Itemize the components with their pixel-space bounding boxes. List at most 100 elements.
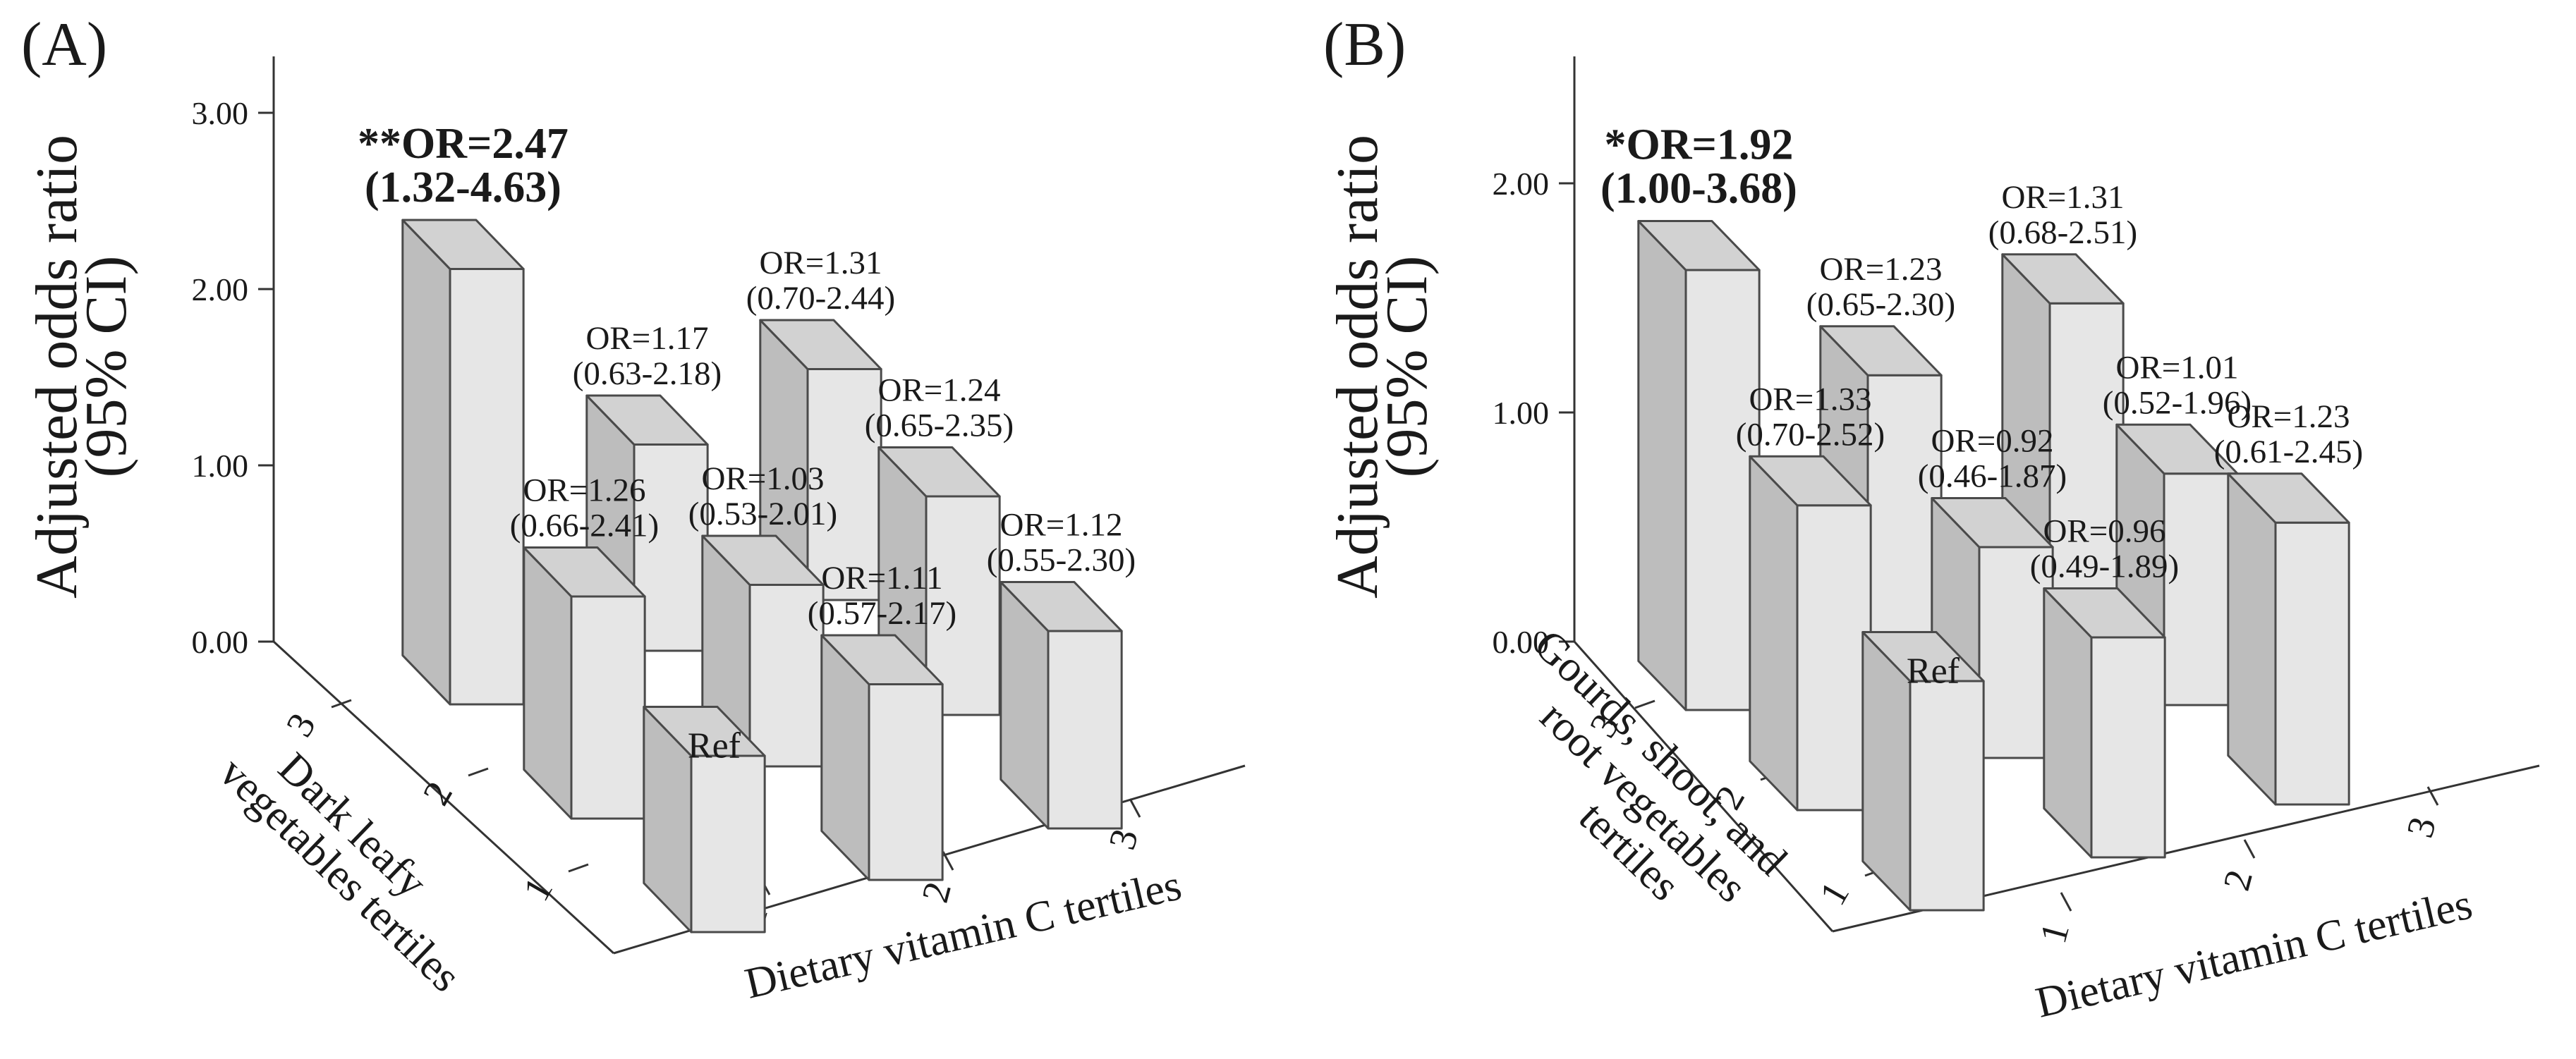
x-tick-label: 2 (913, 878, 959, 907)
bar-1-1 (1861, 631, 1985, 912)
bar-data-label-or: OR=1.26 (523, 472, 645, 509)
bar-data-label-or: OR=1.24 (877, 372, 1000, 409)
bar-3-1 (401, 219, 525, 706)
panel-b-chart: (B) Adjusted odds ratio(95% CI) 0.00 1.00 2.… (1323, 11, 2540, 1027)
bar-top-face (2227, 472, 2350, 524)
depth-tick-label: 2 (415, 774, 461, 812)
depth-tick-mark (468, 767, 489, 777)
depth-axis-line (272, 640, 615, 955)
bar-front-face (2274, 521, 2350, 806)
x-tick-label: 2 (2215, 866, 2261, 895)
value-tick-label: 0.00 (192, 624, 249, 660)
x-tick-mark (1129, 798, 1141, 818)
x-axis-title: Dietary vitamin C tertiles (741, 861, 1186, 1008)
bar-top-face (2001, 253, 2125, 305)
y-axis-title-line1: Adjusted odds ratio (24, 135, 90, 599)
x-axis-title: Dietary vitamin C tertiles (2031, 880, 2477, 1027)
bar-data-label-ci: (0.70-2.52) (1736, 416, 1885, 453)
bar-top-face (523, 546, 646, 598)
bar-top-face (701, 534, 825, 586)
depth-tick-mark (568, 863, 589, 873)
bar-data-label-ci: (0.52-1.96) (2103, 384, 2252, 421)
bar-data-label-or: OR=1.23 (1819, 251, 1942, 288)
value-tick-label: 2.00 (1493, 166, 1550, 202)
bar-front-face (1796, 504, 1872, 812)
bar-3-1 (1637, 220, 1761, 711)
x-tick-label: 3 (2398, 813, 2444, 843)
value-tick-label: 2.00 (192, 271, 249, 307)
bar-front-face (1684, 269, 1761, 711)
bar-data-label-ci: (0.46-1.87) (1918, 458, 2067, 495)
bar-data-label-or: OR=1.11 (821, 560, 942, 596)
depth-axis-line (1573, 641, 1834, 932)
bar-data-label-ci: (0.57-2.17) (808, 595, 956, 632)
bar-top-face (1931, 497, 2054, 549)
bar-side-face (401, 219, 451, 706)
bar-data-label-ci: (0.63-2.18) (573, 355, 722, 392)
bar-top-face (1000, 581, 1123, 632)
bar-front-face (1909, 680, 1985, 912)
bar-data-label-or: OR=0.92 (1931, 423, 2053, 460)
bar-side-face (2227, 472, 2277, 806)
bar-data-label-or: **OR=2.47 (358, 120, 569, 168)
bar-data-label-ci: (0.70-2.44) (746, 280, 895, 317)
bar-data-label-or: OR=1.01 (2115, 349, 2238, 386)
bar-side-face (1637, 220, 1687, 711)
bar-top-face (1861, 631, 1985, 682)
bar-data-label-ci: (0.68-2.51) (1988, 214, 2137, 251)
bar-top-face (759, 319, 882, 370)
bar-data-label-ci: (0.53-2.01) (688, 496, 837, 532)
y-axis-title-line2: (95% CI) (73, 256, 139, 478)
bar-data-label-ci: (1.00-3.68) (1600, 165, 1797, 213)
bar-data-label-or: OR=1.33 (1749, 381, 1871, 417)
depth-tick-label: 1 (515, 870, 561, 907)
bar-data-label-or: OR=1.31 (2001, 179, 2124, 216)
panel-label: (B) (1323, 11, 1406, 79)
bar-top-face (820, 634, 944, 685)
x-tick-mark (2060, 892, 2072, 912)
bar-data-label: Ref (688, 726, 741, 766)
bar-top-face (585, 394, 709, 446)
bar-1-3 (2227, 472, 2350, 806)
bar-top-face (643, 706, 766, 757)
bar-front-face (690, 754, 766, 933)
bar-front-face (1047, 630, 1123, 830)
bar-data-label-ci: (0.49-1.89) (2030, 549, 2179, 585)
bar-data-label-ci: (0.65-2.30) (1806, 286, 1955, 323)
bar-data-label-or: OR=1.31 (759, 245, 882, 281)
value-tick-label: 0.00 (1493, 624, 1550, 660)
depth-tick-mark (1634, 699, 1655, 709)
value-tick-label: 1.00 (1493, 395, 1550, 431)
bar-data-label-ci: (0.55-2.30) (987, 542, 1136, 579)
bar-1-3 (1000, 581, 1123, 830)
bar-3-3 (2001, 253, 2125, 605)
bar-2-1 (523, 546, 646, 820)
bar-front-face (2090, 636, 2166, 859)
bar-data-label-ci: (0.65-2.35) (865, 408, 1014, 444)
bar-top-face (2115, 423, 2239, 475)
depth-tick-mark (331, 699, 352, 709)
bar-top-face (401, 219, 525, 270)
bar-data-label-ci: (0.61-2.45) (2214, 434, 2363, 470)
bar-data-label-or: OR=0.96 (2043, 513, 2165, 550)
bar-top-face (1749, 455, 1872, 507)
bar-data-label-or: OR=1.12 (1000, 507, 1122, 544)
bar-data-label-or: OR=1.23 (2227, 398, 2350, 435)
bar-3-3 (759, 319, 882, 601)
bar-data-label-or: OR=1.03 (701, 460, 824, 497)
x-tick-label: 1 (2031, 919, 2077, 948)
bar-1-2 (820, 634, 944, 881)
bar-data-label-ci: (0.66-2.41) (510, 508, 659, 544)
y-axis-title-line1: Adjusted odds ratio (1325, 135, 1390, 599)
bar-1-1 (643, 706, 766, 933)
bar-front-face (2163, 472, 2239, 706)
bar-top-face (1637, 220, 1761, 271)
bar-data-label: Ref (1907, 651, 1960, 692)
value-tick-label: 1.00 (192, 448, 249, 484)
bar-side-face (1749, 455, 1799, 812)
x-tick-mark (942, 851, 954, 871)
value-tick-label: 3.00 (192, 95, 249, 131)
bar-top-face (877, 446, 1001, 498)
bar-front-face (449, 268, 525, 706)
